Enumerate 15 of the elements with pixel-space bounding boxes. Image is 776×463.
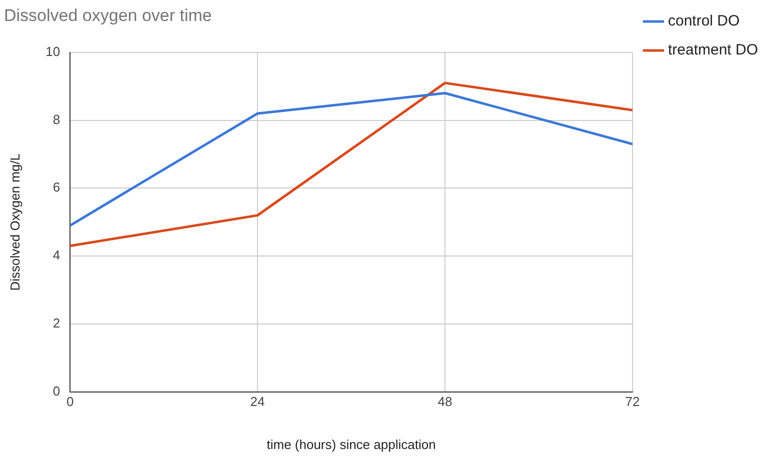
x-axis-title: time (hours) since application bbox=[266, 436, 436, 452]
x-tick-label: 0 bbox=[66, 394, 74, 410]
x-tick-label: 48 bbox=[438, 394, 452, 410]
chart-title: Dissolved oxygen over time bbox=[4, 6, 212, 25]
y-tick-label: 4 bbox=[52, 248, 60, 263]
y-tick-label: 10 bbox=[46, 44, 60, 59]
x-tick-label: 72 bbox=[625, 394, 640, 410]
y-tick-label: 6 bbox=[52, 180, 60, 195]
legend-label: control DO bbox=[668, 12, 740, 30]
y-tick-label: 8 bbox=[52, 112, 60, 127]
y-tick-label: 2 bbox=[52, 316, 60, 330]
legend-label: treatment DO bbox=[668, 42, 758, 59]
x-tick-label: 24 bbox=[250, 394, 265, 410]
y-axis-title: Dissolved Oxygen mg/L bbox=[7, 153, 22, 291]
y-tick-label: 0 bbox=[52, 383, 60, 398]
